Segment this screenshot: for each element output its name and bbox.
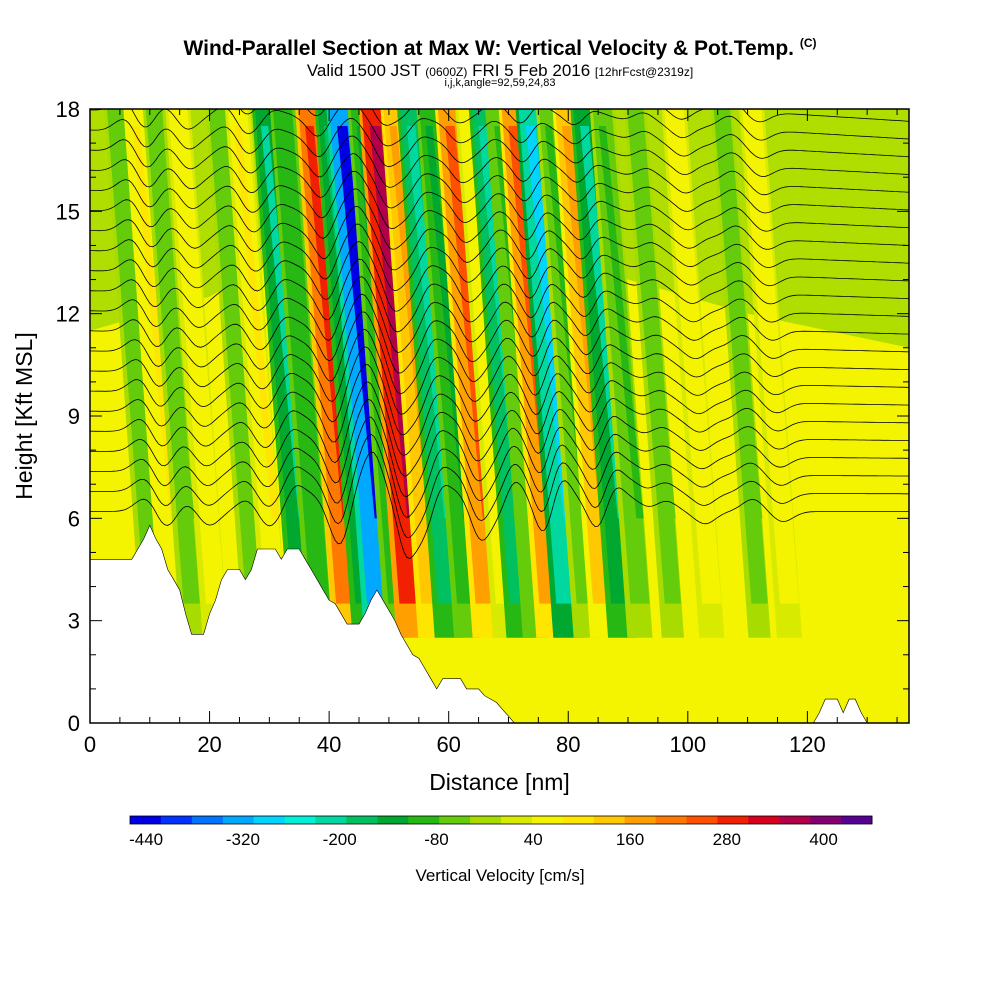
isentrope-line <box>90 311 909 395</box>
updraft-band-19-core <box>598 126 644 519</box>
weak-band-6-core <box>632 126 676 519</box>
isentropes <box>90 39 909 559</box>
y-tick-label: 15 <box>56 199 80 224</box>
colorbar-segment <box>748 816 780 824</box>
weak-band-2-core <box>151 126 195 519</box>
colorbar-tick-label: 280 <box>713 830 741 849</box>
colorbar-tick-label: -80 <box>424 830 449 849</box>
isentrope-line <box>90 258 909 333</box>
isentrope-line <box>90 241 909 312</box>
colorbar-segment <box>191 816 224 824</box>
isentrope-line <box>90 276 909 353</box>
colorbar-segment <box>717 816 749 824</box>
y-tick-label: 0 <box>68 711 80 736</box>
weak-band-8-core <box>719 126 763 519</box>
isentrope-line <box>90 135 909 196</box>
colorbar-segment <box>315 816 347 824</box>
colorbar-segment <box>470 816 502 824</box>
x-axis-label: Distance [nm] <box>429 769 570 795</box>
chart-title: Wind-Parallel Section at Max W: Vertical… <box>0 36 1000 61</box>
isentrope-line <box>90 117 909 178</box>
colorbar-segment <box>686 816 718 824</box>
isentrope-line <box>90 381 909 477</box>
colorbar-segment <box>655 816 687 824</box>
x-tick-label: 100 <box>669 732 706 757</box>
isentrope-line <box>90 364 909 457</box>
colorbar-tick-label: -440 <box>129 830 163 849</box>
colorbar-segment <box>377 816 409 824</box>
forecast-info: [12hrFcst@2319z] <box>594 65 694 79</box>
colorbar-tick-label: -320 <box>226 830 260 849</box>
isentrope-line <box>664 109 909 123</box>
isentrope-line <box>90 39 909 103</box>
isentrope-line <box>90 398 909 498</box>
colorbar-tick-label: 40 <box>524 830 543 849</box>
y-tick-label: 18 <box>56 97 80 122</box>
copyright-mark: (C) <box>799 36 817 50</box>
colorbar-segment <box>130 816 162 824</box>
x-tick-label: 60 <box>436 732 460 757</box>
isentrope-line <box>90 205 909 271</box>
weak-band-7-core <box>670 126 716 519</box>
terrain <box>89 524 909 724</box>
colorbar-segment <box>531 816 564 824</box>
isentrope-line <box>90 170 909 232</box>
weak-band-3-core <box>174 126 220 519</box>
title-text: Wind-Parallel Section at Max W: Vertical… <box>183 37 794 60</box>
colorbar-segment <box>810 816 842 824</box>
isentrope-line <box>90 346 909 436</box>
colorbar-segment <box>408 816 440 824</box>
updraft-band-1-core <box>278 126 324 519</box>
colorbar-segment <box>439 816 471 824</box>
colorbar-frame <box>129 815 873 825</box>
x-tick-label: 120 <box>789 732 826 757</box>
colorbar-segment <box>284 816 316 824</box>
colorbar-segment <box>346 816 378 824</box>
colorbar-segment <box>593 816 626 824</box>
valid-zulu: (0600Z) <box>425 65 468 79</box>
x-tick-label: 0 <box>84 732 96 757</box>
colorbar-segment <box>253 816 286 824</box>
isentrope-line <box>90 433 909 539</box>
y-tick-label: 12 <box>56 302 80 327</box>
y-axis-label: Height [Kft MSL] <box>11 332 37 499</box>
colorbar-segment <box>222 816 255 824</box>
y-tick-label: 6 <box>68 506 80 531</box>
colorbar-segment <box>160 816 193 824</box>
isentrope-line <box>90 153 909 214</box>
colorbar-segment <box>841 816 873 824</box>
isentrope-line <box>90 451 909 559</box>
axes-ticks <box>89 108 909 724</box>
index-info: i,j,k,angle=92,59,24,83 <box>444 77 556 89</box>
x-tick-label: 20 <box>197 732 221 757</box>
isentrope-line <box>90 328 909 415</box>
colorbar-label: Vertical Velocity [cm/s] <box>415 866 584 885</box>
isentrope-line <box>90 223 909 292</box>
colorbar-segment <box>562 816 595 824</box>
isentrope-line <box>90 188 909 250</box>
y-tick-label: 9 <box>68 404 80 429</box>
x-tick-label: 40 <box>317 732 341 757</box>
chart-subtitle: Valid 1500 JST (0600Z) FRI 5 Feb 2016 [1… <box>0 61 1000 81</box>
colorbar-segment <box>779 816 811 824</box>
colorbar-tick-label: -200 <box>323 830 357 849</box>
isentrope-line <box>90 293 909 374</box>
isentrope-line <box>90 416 909 518</box>
weak-band-5-core <box>234 126 279 519</box>
weak-band-4-core <box>213 126 258 519</box>
colorbar-segment <box>624 816 657 824</box>
y-tick-label: 3 <box>68 609 80 634</box>
weak-band-0-core <box>112 126 156 519</box>
colorbar-segment <box>501 816 533 824</box>
valid-time: Valid 1500 JST <box>306 61 421 80</box>
colorbar-tick-label: 400 <box>809 830 837 849</box>
x-tick-label: 80 <box>556 732 580 757</box>
colorbar: -440 -320 -200 -80 40 160 280 400 Vertical Veloc… <box>129 815 873 885</box>
colorbar-tick-label: 160 <box>616 830 644 849</box>
isentrope-line <box>184 109 909 141</box>
valid-date: FRI 5 Feb 2016 <box>472 61 591 80</box>
isentrope-line <box>90 109 909 159</box>
